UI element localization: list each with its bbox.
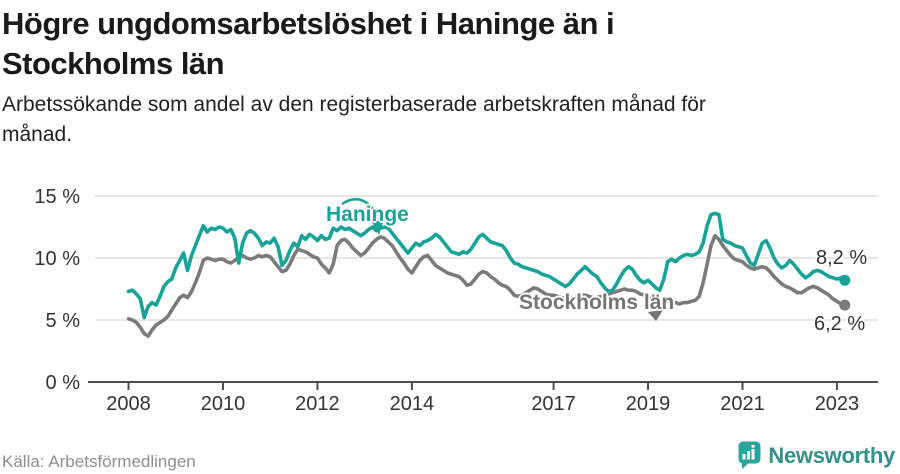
x-tick-label: 2010 [201,393,246,415]
subtitle-line-1: Arbetssökande som andel av den registerb… [2,93,706,116]
page-title: Högre ungdomsarbetslöshet i Haninge än i… [2,4,615,84]
chart-subtitle: Arbetssökande som andel av den registerb… [2,90,706,150]
series-end-dot-1 [839,299,851,311]
series-line-1 [126,233,847,338]
x-tick-label: 2008 [106,393,151,415]
x-tick-label: 2012 [295,393,340,415]
title-line-1: Högre ungdomsarbetslöshet i Haninge än i [2,6,615,41]
series-label-stockholm: Stockholms län [519,291,675,314]
subtitle-line-2: månad. [2,123,73,146]
series-end-dot-0 [839,274,851,286]
end-value-label-haninge: 8,2 % [816,247,868,269]
newsworthy-brand: Newsworthy [738,441,895,470]
end-value-label-stockholm: 6,2 % [814,313,866,335]
source-note: Källa: Arbetsförmedlingen [2,452,196,471]
y-tick-label: 0 % [46,372,81,394]
title-line-2: Stockholms län [2,46,225,81]
y-tick-label: 10 % [34,248,80,270]
newsworthy-wordmark: Newsworthy [768,442,895,468]
x-tick-label: 2019 [626,393,671,415]
newsworthy-logo-icon [738,441,761,469]
x-tick-label: 2014 [390,393,435,415]
haninge-arrowhead [372,220,384,235]
series-line-0 [126,211,847,320]
x-tick-label: 2023 [815,393,860,415]
stockholm-arrowhead [648,310,663,321]
x-tick-label: 2017 [531,393,576,415]
x-tick-label: 2021 [720,393,765,415]
series-label-haninge: Haninge [326,203,409,226]
y-tick-label: 5 % [46,310,81,332]
y-tick-label: 15 % [34,186,80,208]
haninge-arrow [341,197,381,224]
